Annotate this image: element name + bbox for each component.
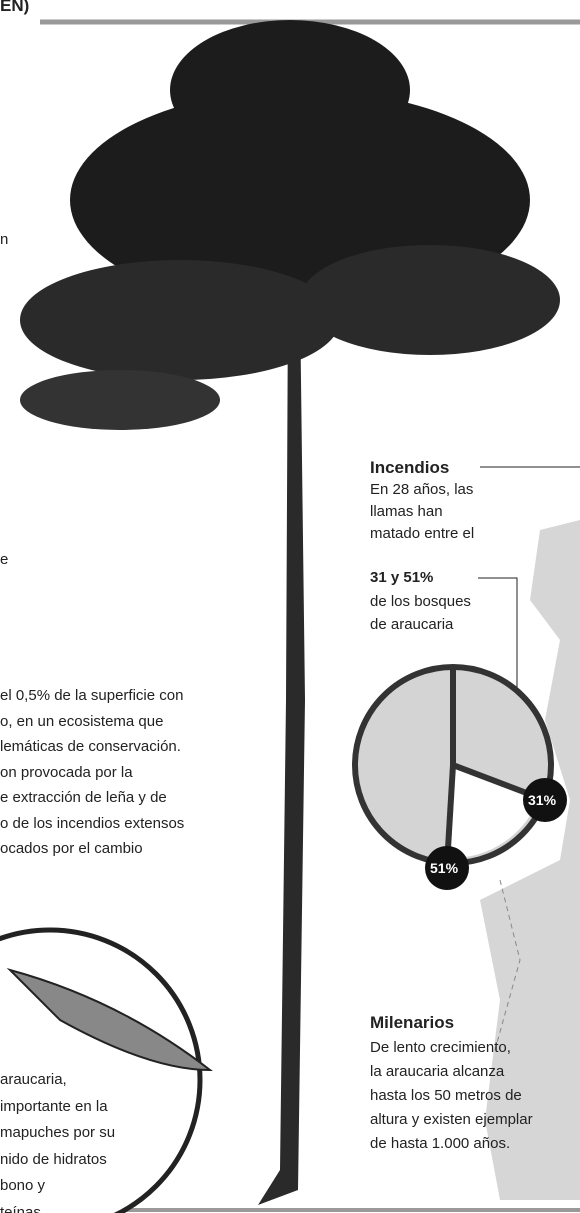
highlight: 31 y 51% [370, 568, 433, 588]
paragraph-line: e extracción de leña y de [0, 788, 167, 808]
illustration [0, 0, 580, 1213]
paragraph-line: on provocada por la [0, 763, 133, 783]
paragraph-line: o de los incendios extensos [0, 814, 184, 834]
body-line: De lento crecimiento, [370, 1038, 511, 1058]
seed-text-line: bono y [0, 1176, 45, 1196]
section-title: Milenarios [370, 1013, 454, 1033]
body-line: altura y existen ejemplar [370, 1110, 533, 1130]
text-fragment: n [0, 230, 8, 250]
pie-label: 51% [430, 858, 458, 878]
pie-label: 31% [528, 790, 556, 810]
seed-text-line: importante en la [0, 1097, 108, 1117]
paragraph-line: lemáticas de conservación. [0, 737, 181, 757]
infographic: EN) n e Incendios 31 y 51% 31% 51% Milen… [0, 0, 580, 1213]
text-fragment: e [0, 550, 8, 570]
section-title: Incendios [370, 458, 449, 478]
body-line: la araucaria alcanza [370, 1062, 504, 1082]
body-line: matado entre el [370, 524, 474, 544]
body-line: hasta los 50 metros de [370, 1086, 522, 1106]
seed-text-line: nido de hidratos [0, 1150, 107, 1170]
seed-text-line: teínas [0, 1203, 41, 1213]
body-line: de araucaria [370, 615, 453, 635]
paragraph-line: el 0,5% de la superficie con [0, 686, 183, 706]
paragraph-line: o, en un ecosistema que [0, 712, 163, 732]
seed-text-line: mapuches por su [0, 1123, 115, 1143]
body-line: llamas han [370, 502, 443, 522]
body-line: En 28 años, las [370, 480, 473, 500]
body-line: de hasta 1.000 años. [370, 1134, 510, 1154]
header-title: EN) [0, 0, 29, 16]
seed-text-line: araucaria, [0, 1070, 67, 1090]
body-line: de los bosques [370, 592, 471, 612]
paragraph-line: ocados por el cambio [0, 839, 143, 859]
